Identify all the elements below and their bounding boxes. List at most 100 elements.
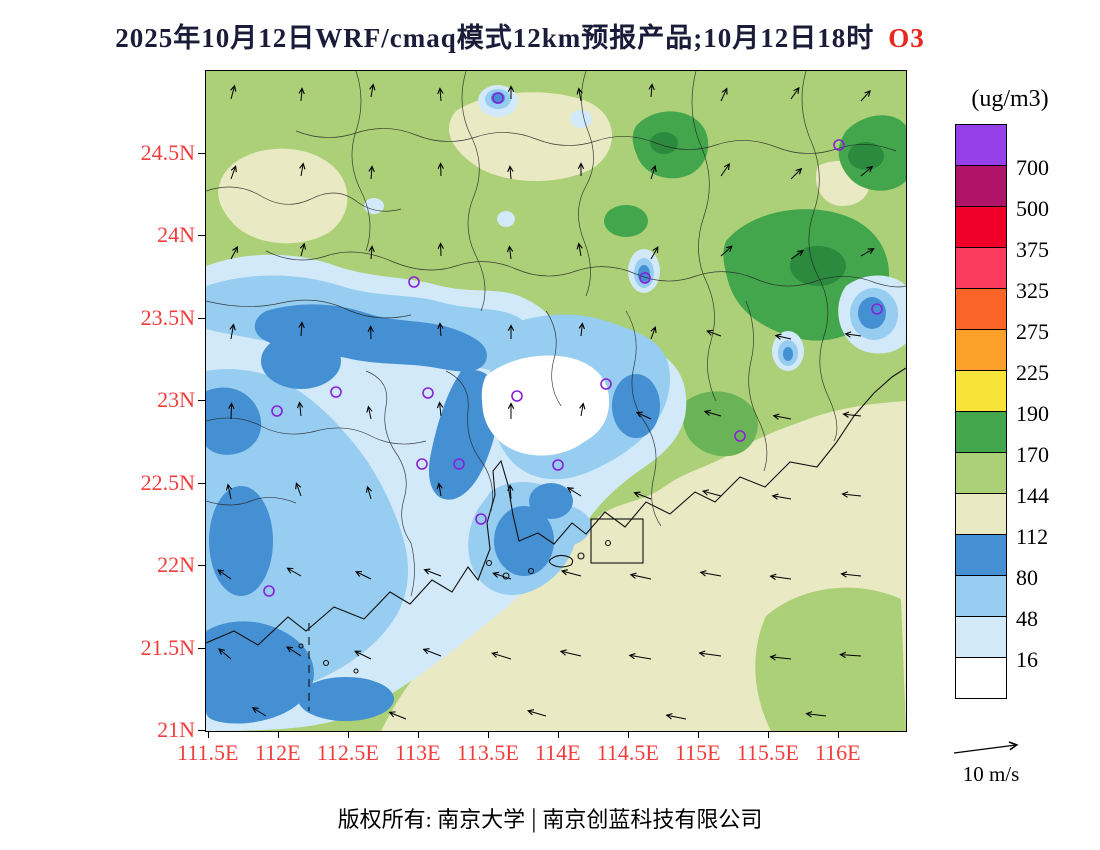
lat-tickmark: [198, 400, 205, 401]
subdomain-box: [590, 518, 644, 564]
station-marker: [639, 272, 651, 284]
map-frame: [205, 70, 907, 732]
wind-arrow: [842, 574, 862, 576]
station-marker: [416, 458, 428, 470]
legend-color-block: [955, 288, 1007, 330]
legend-color-block: [955, 370, 1007, 412]
legend-color-block: [955, 247, 1007, 289]
wind-arrow: [568, 488, 582, 497]
footer-left: 版权所有: 南京大学: [337, 807, 526, 832]
lat-tick-label: 24.5N: [140, 139, 195, 165]
wind-arrow: [579, 89, 581, 102]
county-boundaries: [206, 71, 906, 597]
wind-reference-label: 10 m/s: [962, 762, 1020, 786]
lat-tickmark: [198, 482, 205, 484]
wind-arrow: [860, 167, 872, 177]
field-white-core: [481, 355, 610, 456]
wind-arrow: [708, 331, 722, 337]
wind-arrow: [771, 576, 792, 579]
legend-color-block: [955, 657, 1007, 699]
legend-value-label: 700: [1016, 155, 1049, 180]
page-title: 2025年10月12日WRF/cmaq模式12km预报产品;10月12日18时 O…: [0, 16, 1040, 55]
station-marker: [263, 585, 275, 597]
wind-arrow: [440, 324, 441, 337]
lat-tickmark: [198, 152, 205, 154]
lon-tickmark: [767, 731, 769, 738]
wind-arrow: [771, 657, 792, 659]
wind-arrow: [579, 244, 581, 257]
wind-arrow: [651, 85, 652, 98]
wind-reference-arrow: [953, 741, 1019, 754]
wind-arrow: [440, 403, 441, 417]
station-marker: [552, 459, 564, 471]
legend-color-block: [955, 534, 1007, 576]
legend-color-block: [955, 575, 1007, 617]
lon-tick-label: 115E: [674, 740, 721, 765]
lon-tickmark: [487, 731, 489, 738]
wind-arrow: [425, 570, 442, 577]
wind-arrow: [563, 571, 582, 577]
wind-arrow: [807, 714, 827, 716]
title-species-o3: O3: [888, 23, 925, 53]
title-text: 2025年10月12日WRF/cmaq模式12km预报产品;10月12日18时: [115, 23, 875, 53]
station-marker: [453, 458, 465, 470]
wind-arrow: [637, 413, 652, 420]
wind-arrow: [300, 403, 301, 417]
wind-arrow: [650, 328, 655, 340]
wind-arrow: [288, 647, 302, 657]
wind-arrow: [581, 324, 582, 337]
legend-value-label: 48: [1016, 606, 1038, 631]
wind-arrow: [369, 407, 372, 420]
footer-right: 南京创蓝科技有限公司: [542, 807, 763, 832]
footer-separator: |: [531, 804, 537, 833]
wind-arrow: [562, 652, 582, 657]
wind-arrow: [390, 713, 407, 720]
legend-value-label: 16: [1016, 647, 1038, 672]
wind-arrow: [439, 484, 441, 497]
lon-tick-label: 114E: [534, 740, 581, 765]
legend-color-block: [955, 411, 1007, 453]
station-marker: [475, 513, 487, 525]
wind-arrow: [860, 249, 873, 257]
wind-arrow: [706, 412, 722, 417]
wind-arrow: [720, 89, 727, 102]
wind-arrow: [424, 650, 442, 657]
wind-arrow: [790, 251, 803, 260]
station-marker: [330, 386, 342, 398]
wind-arrow: [371, 85, 373, 98]
station-marker: [408, 276, 420, 288]
legend-value-label: 275: [1016, 319, 1049, 344]
legend-colorbar: [955, 124, 1007, 699]
wind-arrow: [301, 89, 302, 102]
legend-color-block: [955, 493, 1007, 535]
station-marker: [511, 390, 523, 402]
wind-arrow: [231, 325, 233, 340]
lat-tick-label: 23.5N: [140, 304, 195, 330]
wind-arrow: [371, 247, 372, 260]
wind-arrow: [301, 244, 304, 257]
wind-arrow: [720, 247, 731, 257]
station-marker: [871, 303, 883, 315]
lat-tickmark: [198, 647, 205, 649]
wind-arrow: [253, 708, 267, 717]
wind-arrow: [774, 416, 792, 419]
wind-arrow: [356, 652, 372, 660]
station-marker: [600, 378, 612, 390]
copyright-footer: 版权所有: 南京大学 | 南京创蓝科技有限公司: [0, 802, 1100, 834]
lon-tick-label: 113.5E: [456, 740, 519, 765]
legend-value-label: 375: [1016, 237, 1049, 262]
lon-tick-label: 115.5E: [736, 740, 799, 765]
legend-color-block: [955, 329, 1007, 371]
lat-tick-label: 23N: [157, 387, 195, 412]
lon-tick-label: 116E: [814, 740, 861, 765]
station-marker: [422, 387, 434, 399]
wind-arrow: [220, 649, 232, 660]
wind-arrow: [228, 485, 231, 500]
legend-color-block: [955, 616, 1007, 658]
lon-tick-label: 112E: [254, 740, 301, 765]
wind-arrow: [635, 493, 652, 500]
legend-value-label: 500: [1016, 196, 1049, 221]
lon-tickmark: [627, 731, 629, 738]
coastline: [206, 367, 906, 711]
